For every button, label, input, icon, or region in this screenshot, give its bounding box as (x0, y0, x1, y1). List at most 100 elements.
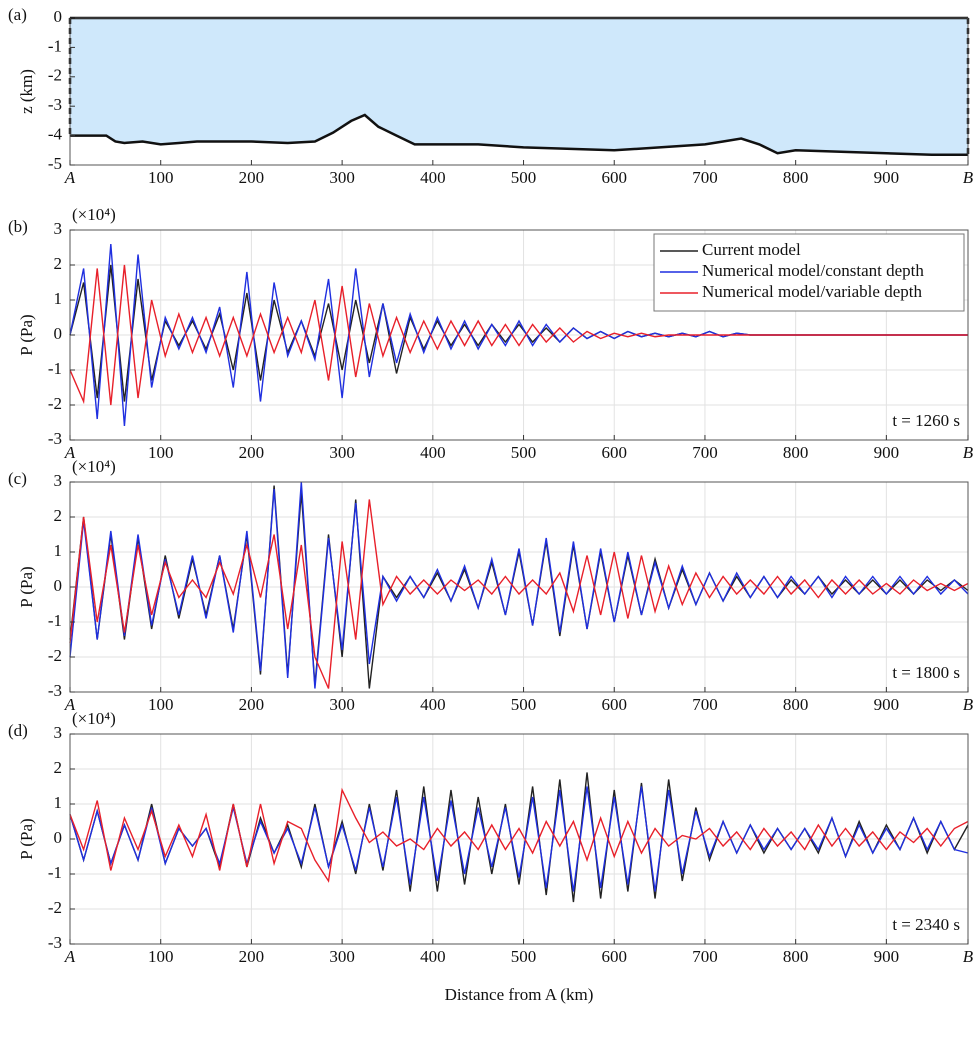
annotation: t = 2340 s (892, 915, 960, 934)
x-tick-label: 400 (420, 695, 446, 714)
y-tick-label: -2 (48, 66, 62, 85)
y-tick-label: 0 (54, 576, 63, 595)
x-tick-label: 900 (874, 168, 900, 187)
x-tick-label: B (963, 695, 974, 714)
legend-label: Numerical model/constant depth (702, 261, 924, 280)
x-tick-label: 900 (874, 695, 900, 714)
x-tick-label: 700 (692, 443, 718, 462)
legend-label: Current model (702, 240, 801, 259)
x-tick-label: B (963, 947, 974, 966)
x-tick-label: 300 (329, 443, 355, 462)
y-tick-label: 2 (54, 506, 63, 525)
y-tick-label: -5 (48, 154, 62, 173)
x-tick-label: 400 (420, 947, 446, 966)
x-tick-label: 500 (511, 443, 537, 462)
legend-label: Numerical model/variable depth (702, 282, 922, 301)
x-tick-label: 300 (329, 168, 355, 187)
y-tick-label: 0 (54, 324, 63, 343)
y-multiplier: (×10⁴) (72, 205, 116, 224)
x-tick-label: 100 (148, 168, 174, 187)
y-tick-label: 1 (54, 541, 63, 560)
panel-label: (b) (8, 217, 28, 236)
x-tick-label: 800 (783, 947, 809, 966)
y-tick-label: -2 (48, 394, 62, 413)
y-multiplier: (×10⁴) (72, 709, 116, 728)
y-tick-label: -1 (48, 611, 62, 630)
series-line (69, 499, 969, 689)
y-tick-label: -3 (48, 95, 62, 114)
y-tick-label: 0 (54, 7, 63, 26)
y-tick-label: 1 (54, 289, 63, 308)
panel-label: (c) (8, 469, 27, 488)
y-tick-label: 3 (54, 723, 63, 742)
x-tick-label: 100 (148, 695, 174, 714)
y-multiplier: (×10⁴) (72, 457, 116, 476)
x-tick-label: 700 (692, 168, 718, 187)
x-tick-label: A (64, 695, 76, 714)
y-axis-label: P (Pa) (17, 566, 36, 607)
y-tick-label: 0 (54, 828, 63, 847)
y-tick-label: -1 (48, 863, 62, 882)
x-tick-label: 600 (601, 168, 627, 187)
x-tick-label: 100 (148, 947, 174, 966)
x-tick-label: 600 (601, 695, 627, 714)
x-tick-label: 900 (874, 947, 900, 966)
x-tick-label: 500 (511, 695, 537, 714)
panel-label: (d) (8, 721, 28, 740)
x-tick-label: 300 (329, 947, 355, 966)
x-tick-label: 200 (239, 168, 265, 187)
annotation: t = 1800 s (892, 663, 960, 682)
y-tick-label: -3 (48, 681, 62, 700)
x-tick-label: 700 (692, 695, 718, 714)
y-axis-label: z (km) (17, 69, 36, 114)
x-tick-label: 400 (420, 443, 446, 462)
x-tick-label: 800 (783, 168, 809, 187)
y-axis-label: P (Pa) (17, 314, 36, 355)
y-tick-label: -4 (48, 125, 63, 144)
x-tick-label: A (64, 947, 76, 966)
series-line (69, 264, 968, 406)
y-axis-label: P (Pa) (17, 818, 36, 859)
x-axis-label: Distance from A (km) (445, 985, 594, 1004)
x-tick-label: B (963, 443, 974, 462)
x-tick-label: A (64, 443, 76, 462)
y-tick-label: 3 (54, 471, 63, 490)
y-tick-label: -3 (48, 429, 62, 448)
series-line (69, 787, 969, 883)
y-tick-label: -1 (48, 36, 62, 55)
x-tick-label: 800 (783, 443, 809, 462)
seabed (70, 115, 968, 165)
x-tick-label: 500 (511, 168, 537, 187)
x-tick-label: 800 (783, 695, 809, 714)
x-tick-label: 500 (511, 947, 537, 966)
x-tick-label: 900 (874, 443, 900, 462)
x-tick-label: 600 (601, 443, 627, 462)
x-tick-label: 200 (239, 443, 265, 462)
plot-frame (69, 17, 969, 166)
seabed-line (70, 113, 968, 156)
y-tick-label: 1 (54, 793, 63, 812)
x-tick-label: 600 (601, 947, 627, 966)
y-tick-label: 2 (54, 758, 63, 777)
y-tick-label: -1 (48, 359, 62, 378)
annotation: t = 1260 s (892, 411, 960, 430)
x-tick-label: 200 (239, 947, 265, 966)
series-line (69, 772, 969, 903)
x-tick-label: 200 (239, 695, 265, 714)
series-line (69, 786, 969, 892)
x-tick-label: 700 (692, 947, 718, 966)
x-tick-label: 100 (148, 443, 174, 462)
x-tick-label: B (963, 168, 974, 187)
y-tick-label: 3 (54, 219, 63, 238)
legend-box (653, 233, 965, 312)
series-line (69, 481, 969, 689)
y-tick-label: -2 (48, 898, 62, 917)
panel-label: (a) (8, 5, 27, 24)
y-tick-label: -3 (48, 933, 62, 952)
x-tick-label: 300 (329, 695, 355, 714)
y-tick-label: -2 (48, 646, 62, 665)
x-tick-label: 400 (420, 168, 446, 187)
x-tick-label: A (64, 168, 76, 187)
